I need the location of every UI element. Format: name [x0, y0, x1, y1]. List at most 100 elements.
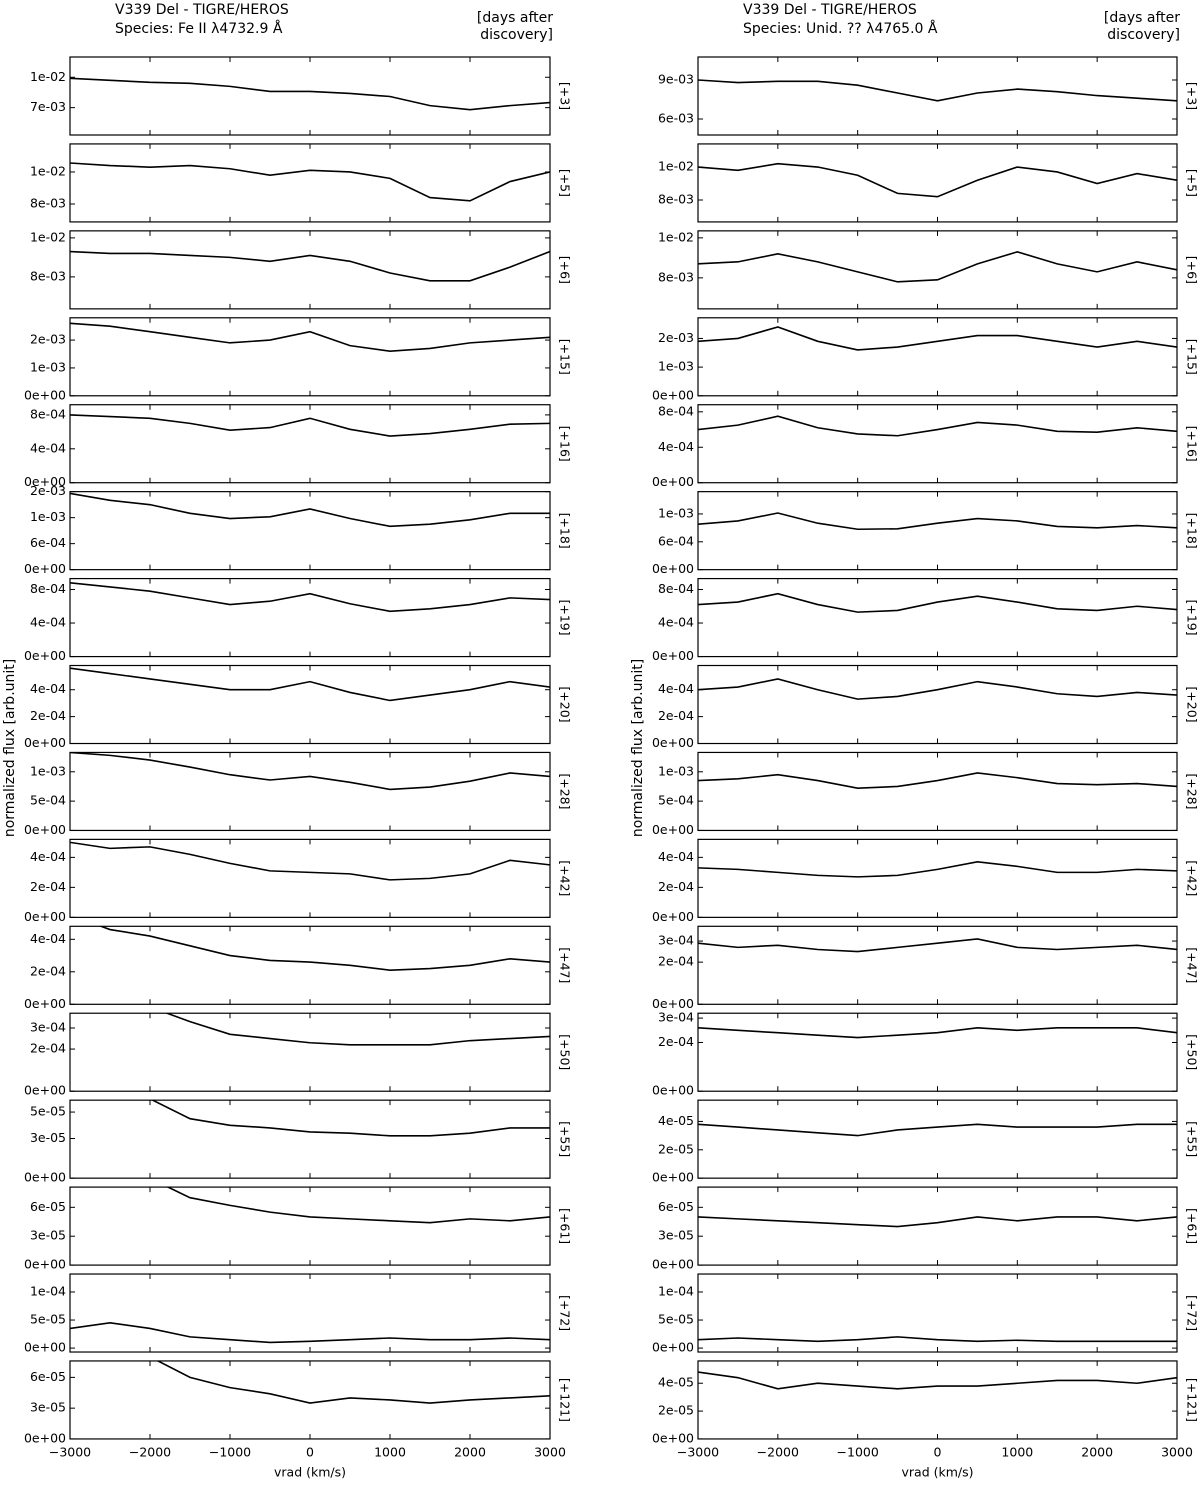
spectrum-line — [70, 414, 550, 437]
y-tick-label: 1e-03 — [30, 763, 66, 778]
y-tick-label: 4e-04 — [658, 681, 694, 696]
x-tick-label: −1000 — [837, 1444, 879, 1459]
y-tick-label: 1e-02 — [658, 229, 694, 244]
spectrum-line — [698, 1216, 1177, 1228]
panel-frame — [697, 577, 1178, 658]
epoch-label: [+28] — [1185, 773, 1200, 809]
y-tick-label: 2e-03 — [30, 332, 66, 347]
epoch-label: [+47] — [558, 947, 573, 983]
y-tick-label: 3e-05 — [30, 1400, 66, 1415]
y-tick-label: 1e-02 — [30, 163, 66, 178]
y-tick-label: 3e-04 — [30, 1019, 66, 1034]
y-tick-label: 0e+00 — [24, 474, 66, 489]
spectrum-line — [698, 1123, 1177, 1137]
panel-frame — [69, 1186, 551, 1266]
chart-subtitle: Species: Fe II λ4732.9 Å — [115, 21, 283, 37]
x-tick-label: 3000 — [534, 1444, 566, 1459]
x-tick-label: 0 — [934, 1444, 942, 1459]
spectrum-line — [698, 251, 1177, 283]
spectrum-line — [70, 492, 550, 528]
y-tick-label: 8e-04 — [30, 406, 66, 421]
x-tick-label: 3000 — [1161, 1444, 1193, 1459]
epoch-label: [+16] — [558, 426, 573, 462]
panel-frame — [69, 1273, 551, 1353]
y-tick-label: 6e-05 — [658, 1199, 694, 1214]
panel-frame — [69, 230, 551, 310]
panel-frame — [69, 1012, 551, 1092]
y-tick-label: 0e+00 — [652, 1083, 694, 1098]
spectrum-line — [166, 1187, 550, 1224]
y-tick-label: 8e-03 — [658, 269, 694, 284]
y-tick-label: 2e-05 — [658, 1141, 694, 1156]
chart-title: V339 Del - TIGRE/HEROS — [115, 2, 289, 18]
spectrum-line — [698, 1371, 1177, 1390]
y-tick-label: 3e-04 — [658, 933, 694, 948]
spectrum-line — [70, 581, 550, 613]
spectrum-line — [698, 415, 1177, 437]
spectrum-line — [698, 1027, 1177, 1039]
panel-frame — [69, 751, 551, 832]
y-tick-label: 9e-03 — [658, 72, 694, 87]
spectrum-line — [70, 322, 550, 353]
panel-frame — [69, 925, 551, 1005]
epoch-label: [+28] — [558, 773, 573, 809]
y-tick-label: 4e-04 — [658, 615, 694, 630]
y-tick-label: 0e+00 — [652, 1170, 694, 1185]
y-tick-label: 4e-04 — [30, 849, 66, 864]
epoch-label: [+20] — [558, 686, 573, 722]
y-tick-label: 1e-03 — [658, 359, 694, 374]
spectrum-line — [698, 592, 1177, 613]
y-tick-label: 0e+00 — [652, 387, 694, 402]
y-tick-label: 2e-04 — [30, 708, 66, 723]
epoch-label: [+121] — [558, 1378, 573, 1422]
y-axis-label: normalized flux [arb.unit] — [630, 659, 646, 837]
x-tick-label: 1000 — [374, 1444, 406, 1459]
y-tick-label: 6e-05 — [30, 1199, 66, 1214]
epoch-label: [+3] — [558, 82, 573, 110]
epoch-label: [+42] — [1185, 860, 1200, 896]
y-tick-label: 1e-02 — [658, 159, 694, 174]
y-tick-label: 6e-04 — [30, 535, 66, 550]
y-tick-label: 6e-04 — [658, 533, 694, 548]
x-axis-label: vrad (km/s) — [274, 1464, 346, 1479]
y-tick-label: 4e-04 — [658, 849, 694, 864]
epoch-label: [+42] — [558, 860, 573, 896]
y-tick-label: 8e-04 — [30, 581, 66, 596]
epoch-label: [+16] — [1185, 426, 1200, 462]
spectrum-line — [70, 162, 550, 202]
spectrum-line — [156, 1360, 550, 1404]
y-tick-label: 2e-04 — [658, 879, 694, 894]
x-tick-label: −3000 — [49, 1444, 91, 1459]
epoch-label: [+6] — [558, 256, 573, 284]
y-tick-label: 5e-05 — [30, 1104, 66, 1119]
panel-frame — [69, 838, 551, 918]
y-tick-label: 3e-05 — [30, 1130, 66, 1145]
spectrum-line — [698, 162, 1177, 198]
y-tick-label: 2e-03 — [30, 483, 66, 498]
y-tick-label: 0e+00 — [652, 909, 694, 924]
spectrum-line — [70, 752, 550, 791]
x-tick-label: 0 — [306, 1444, 314, 1459]
epoch-label: [+20] — [1185, 686, 1200, 722]
y-tick-label: 2e-04 — [30, 1041, 66, 1056]
x-tick-label: −3000 — [677, 1444, 719, 1459]
panel-frame — [69, 317, 551, 397]
panel-frame — [697, 751, 1178, 832]
y-tick-label: 1e-04 — [30, 1283, 66, 1298]
y-tick-label: 4e-04 — [30, 681, 66, 696]
epoch-label: [+55] — [558, 1121, 573, 1157]
y-tick-label: 0e+00 — [24, 909, 66, 924]
x-tick-label: 1000 — [1001, 1444, 1033, 1459]
spectrum-line — [698, 772, 1177, 790]
days-note: [days after discovery] — [1103, 10, 1180, 43]
y-tick-label: 0e+00 — [652, 474, 694, 489]
epoch-label: [+50] — [1185, 1034, 1200, 1070]
y-tick-label: 8e-04 — [658, 581, 694, 596]
spectrum-line — [70, 250, 550, 282]
y-tick-label: 0e+00 — [24, 1430, 66, 1445]
y-tick-label: 0e+00 — [24, 1257, 66, 1272]
spectrum-line — [70, 77, 550, 111]
chart-subtitle: Species: Unid. ?? λ4765.0 Å — [743, 21, 938, 37]
y-tick-label: 2e-05 — [658, 1403, 694, 1418]
